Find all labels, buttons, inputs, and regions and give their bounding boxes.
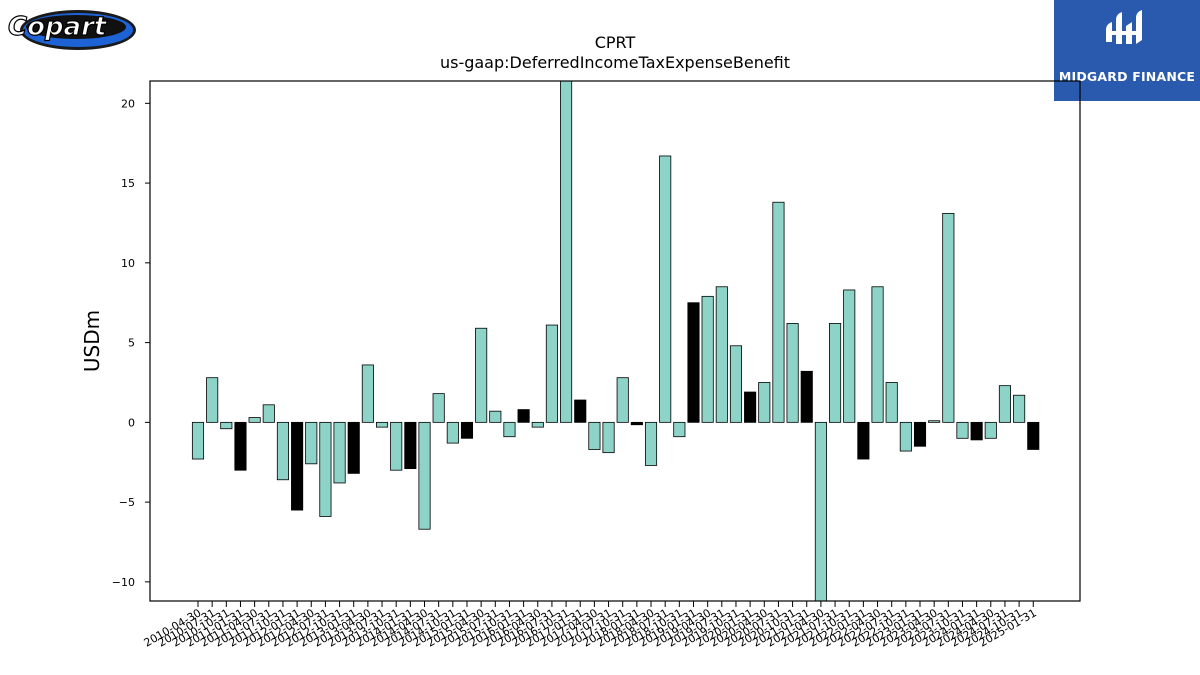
bar	[758, 382, 771, 423]
y-axis-label: USDm	[80, 310, 104, 372]
bar	[517, 409, 530, 423]
y-tick-label: −10	[112, 576, 135, 589]
bar	[333, 421, 346, 484]
y-tick-label: −5	[119, 496, 135, 509]
bar	[786, 323, 799, 423]
bar	[375, 421, 389, 428]
bar	[956, 421, 969, 439]
bar	[998, 385, 1011, 423]
copart-logo-text: Copart	[8, 12, 108, 42]
bar	[630, 421, 643, 426]
plot-frame	[149, 80, 1081, 602]
bar	[871, 286, 884, 423]
bar	[489, 410, 502, 423]
bar	[361, 364, 374, 423]
bar	[531, 421, 544, 428]
bar	[701, 295, 714, 423]
bar	[857, 421, 870, 460]
bar	[545, 324, 558, 423]
bar	[460, 421, 474, 439]
bar	[588, 421, 601, 450]
bar	[560, 80, 573, 423]
bar	[616, 377, 629, 423]
bar	[291, 421, 304, 511]
y-tick-label: 10	[121, 257, 135, 270]
bar	[970, 421, 983, 441]
bar	[390, 421, 403, 471]
bar	[475, 327, 488, 423]
bar	[899, 421, 912, 452]
bar	[305, 421, 318, 465]
bar	[687, 302, 700, 423]
bar	[928, 420, 941, 423]
bar	[942, 212, 955, 423]
bar	[772, 201, 785, 423]
bar	[191, 421, 205, 460]
bar	[319, 421, 332, 517]
x-ticks: 2010-04-302010-07-312010-10-312011-01-31…	[142, 601, 1039, 650]
bar	[234, 421, 247, 471]
bar	[644, 421, 658, 466]
y-ticks: −10 −5 0 5 10 15 20	[112, 97, 150, 589]
bar	[829, 323, 842, 423]
bar	[1027, 421, 1040, 450]
bars-group	[191, 80, 1040, 602]
bar	[913, 421, 927, 447]
bar	[574, 399, 587, 423]
bar	[404, 421, 417, 470]
bar	[673, 421, 686, 438]
bar	[744, 391, 757, 423]
bar	[347, 421, 360, 474]
bar	[729, 345, 743, 423]
bar	[800, 370, 813, 423]
copart-logo: Copart	[4, 4, 136, 54]
y-tick-label: 0	[128, 416, 135, 429]
bar	[206, 377, 219, 423]
bar	[262, 404, 275, 423]
midgard-finance-text: MIDGARD FINANCE	[1058, 69, 1196, 84]
midgard-finance-icon	[1106, 10, 1142, 44]
bar	[885, 382, 898, 423]
bar	[446, 421, 459, 444]
chart-title: CPRT	[595, 33, 636, 52]
bar	[432, 393, 445, 423]
chart-subtitle: us-gaap:DeferredIncomeTaxExpenseBenefit	[440, 53, 790, 72]
bar	[984, 421, 997, 439]
bar	[602, 421, 615, 454]
bar	[418, 421, 431, 530]
y-tick-label: 20	[121, 97, 135, 110]
bar	[715, 286, 728, 423]
bar	[248, 417, 261, 423]
bar	[220, 421, 233, 430]
bar	[814, 421, 827, 602]
bar	[843, 289, 856, 423]
copart-logo-icon: Copart	[7, 10, 136, 50]
y-tick-label: 15	[121, 177, 135, 190]
bar	[503, 421, 516, 438]
bar	[659, 155, 672, 423]
bar	[1013, 394, 1026, 423]
midgard-finance-logo: MIDGARD FINANCE	[1054, 0, 1200, 101]
y-tick-label: 5	[128, 337, 135, 350]
bar	[276, 421, 289, 481]
